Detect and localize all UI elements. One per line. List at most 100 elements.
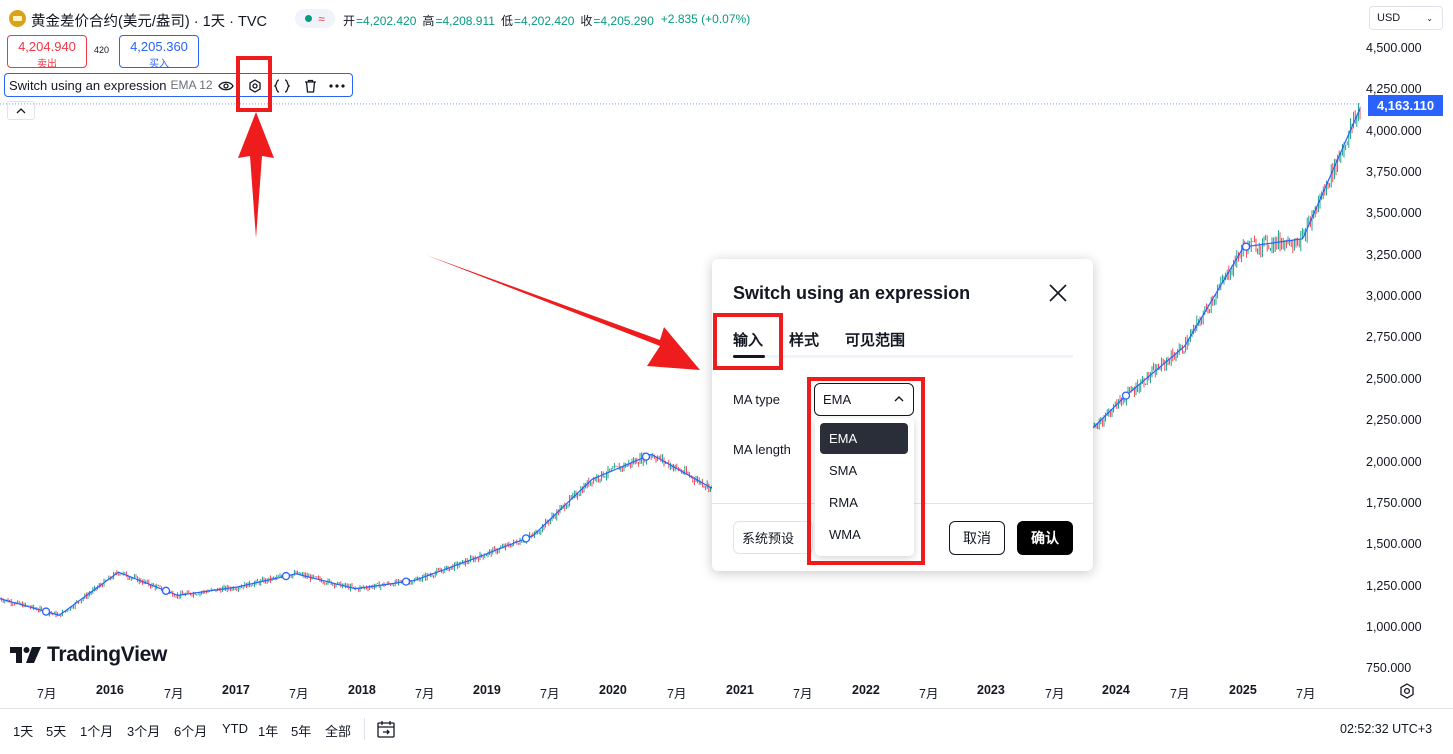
price-scale-label: 2,750.000 — [1366, 330, 1422, 345]
time-scale-label: 7月 — [1170, 687, 1190, 701]
currency-label: USD — [1377, 12, 1401, 24]
option-wma[interactable]: WMA — [829, 527, 861, 542]
ma-type-dropdown: EMA SMA RMA WMA — [815, 418, 914, 556]
range-1d[interactable]: 1天 — [13, 724, 34, 739]
range-5y[interactable]: 5年 — [291, 724, 312, 739]
price-scale-label: 2,500.000 — [1366, 371, 1422, 386]
tradingview-logo[interactable]: TradingView — [10, 643, 167, 667]
delayed-data-icon: ≈ — [318, 11, 325, 26]
tab-visibility[interactable]: 可见范围 — [845, 332, 906, 349]
annotation-box-dropdown — [807, 377, 925, 565]
ema-line — [0, 108, 1361, 616]
range-ytd[interactable]: YTD — [222, 721, 248, 736]
price-scale-label: 3,750.000 — [1366, 165, 1422, 180]
ma-length-label: MA length — [733, 442, 791, 457]
ohlc-low: 低=4,202.420 — [500, 14, 575, 28]
time-scale-label: 2020 — [599, 683, 627, 697]
time-scale-label: 7月 — [415, 687, 435, 701]
annotation-box-settings — [236, 56, 272, 112]
currency-select[interactable]: USD ⌄ — [1369, 6, 1443, 30]
option-rma[interactable]: RMA — [829, 495, 858, 510]
signal-marker — [401, 577, 411, 586]
price-scale-label: 1,250.000 — [1366, 578, 1422, 593]
time-scale-label: 2023 — [977, 683, 1005, 697]
price-scale-label: 4,000.000 — [1366, 123, 1422, 138]
price-scale-label: 2,000.000 — [1366, 454, 1422, 469]
ohlc-change: +2.835 (+0.07%) — [660, 12, 751, 26]
ohlc-high: 高=4,208.911 — [422, 14, 495, 28]
range-5d[interactable]: 5天 — [46, 724, 67, 739]
ma-type-value: EMA — [823, 392, 852, 407]
price-scale-label: 1,000.000 — [1366, 619, 1422, 634]
option-ema[interactable]: EMA — [820, 423, 908, 454]
market-status-badge[interactable]: ≈ — [295, 9, 335, 28]
range-6m[interactable]: 6个月 — [174, 724, 208, 739]
chart-settings-icon[interactable] — [1398, 682, 1416, 700]
price-scale-label: 1,500.000 — [1366, 537, 1422, 552]
signal-marker — [641, 452, 651, 461]
chevron-up-icon[interactable] — [7, 101, 35, 120]
indicator-legend[interactable]: Switch using an expression EMA 12 — [4, 73, 353, 97]
tab-inputs[interactable]: 输入 — [733, 332, 764, 349]
buy-button[interactable]: 4,205.360 买入 — [119, 35, 199, 70]
close-icon[interactable] — [1048, 283, 1068, 303]
time-scale-label: 2025 — [1229, 683, 1257, 697]
signal-marker — [41, 607, 51, 616]
time-scale-label: 7月 — [540, 687, 560, 701]
annotation-box-inputs-tab — [713, 313, 783, 370]
goto-date-icon[interactable] — [375, 718, 397, 740]
range-1y[interactable]: 1年 — [258, 724, 279, 739]
ohlc-values: 开=4,202.420 高=4,208.911 低=4,202.420 收=4,… — [343, 12, 750, 29]
range-3m[interactable]: 3个月 — [127, 724, 161, 739]
price-scale-label: 3,000.000 — [1366, 289, 1422, 304]
ohlc-close: 收=4,205.290 — [580, 14, 654, 28]
ohlc-open: 开=4,202.420 — [343, 14, 417, 28]
signal-marker — [161, 586, 171, 595]
tradingview-logo-text: TradingView — [47, 643, 168, 666]
time-scale-label: 7月 — [919, 687, 939, 701]
price-scale-label: 4,500.000 — [1366, 41, 1422, 55]
time-scale-label: 7月 — [667, 687, 687, 701]
price-scale-label: 4,250.000 — [1366, 82, 1422, 97]
dialog-title: Switch using an expression — [733, 283, 971, 303]
ok-button[interactable]: 确认 — [1017, 521, 1073, 555]
sell-button[interactable]: 4,204.940 卖出 — [7, 35, 87, 70]
chevron-up-icon — [894, 396, 904, 402]
range-all[interactable]: 全部 — [325, 724, 352, 739]
time-scale-label: 7月 — [1296, 687, 1316, 701]
chevron-down-icon: ⌄ — [1426, 14, 1433, 23]
range-1m[interactable]: 1个月 — [80, 724, 114, 739]
source-code-icon[interactable] — [273, 77, 291, 94]
market-open-dot-icon — [305, 15, 313, 22]
delete-icon[interactable] — [301, 77, 319, 94]
ma-type-select[interactable]: EMA — [814, 383, 914, 416]
time-scale-label: 2019 — [473, 683, 501, 697]
cancel-button[interactable]: 取消 — [949, 521, 1005, 555]
time-scale-label: 2018 — [348, 683, 376, 697]
tab-style[interactable]: 样式 — [789, 332, 820, 349]
option-sma[interactable]: SMA — [829, 463, 858, 478]
time-scale-label: 7月 — [289, 687, 309, 701]
time-scale-label: 2022 — [852, 683, 880, 697]
last-price-label: 4,163.110 — [1368, 95, 1443, 116]
time-scale-label: 2024 — [1102, 683, 1130, 697]
symbol-title[interactable]: 黄金差价合约(美元/盎司) · 1天 · TVC — [31, 14, 268, 30]
buy-price: 4,205.360 — [130, 39, 188, 54]
clock-timezone[interactable]: 02:52:32 UTC+3 — [1340, 722, 1433, 736]
price-scale-label: 2,250.000 — [1366, 413, 1422, 428]
time-scale-label: 2016 — [96, 683, 124, 697]
sell-label: 卖出 — [37, 59, 57, 70]
indicator-params: EMA 12 — [170, 78, 213, 92]
indicator-name[interactable]: Switch using an expression — [9, 77, 167, 93]
price-scale-label: 3,250.000 — [1366, 247, 1422, 262]
time-scale-label: 7月 — [793, 687, 813, 701]
presets-button[interactable]: 系统预设 — [733, 521, 813, 554]
settings-icon[interactable] — [246, 77, 264, 94]
candles — [0, 103, 1361, 618]
indicator-settings-dialog: Switch using an expression 输入 样式 可见范围 MA… — [712, 259, 1093, 571]
eye-icon[interactable] — [217, 77, 235, 94]
time-scale-label: 7月 — [1045, 687, 1065, 701]
time-scale-label: 2021 — [726, 683, 754, 697]
signal-marker — [1241, 242, 1251, 251]
more-icon[interactable] — [328, 77, 346, 94]
